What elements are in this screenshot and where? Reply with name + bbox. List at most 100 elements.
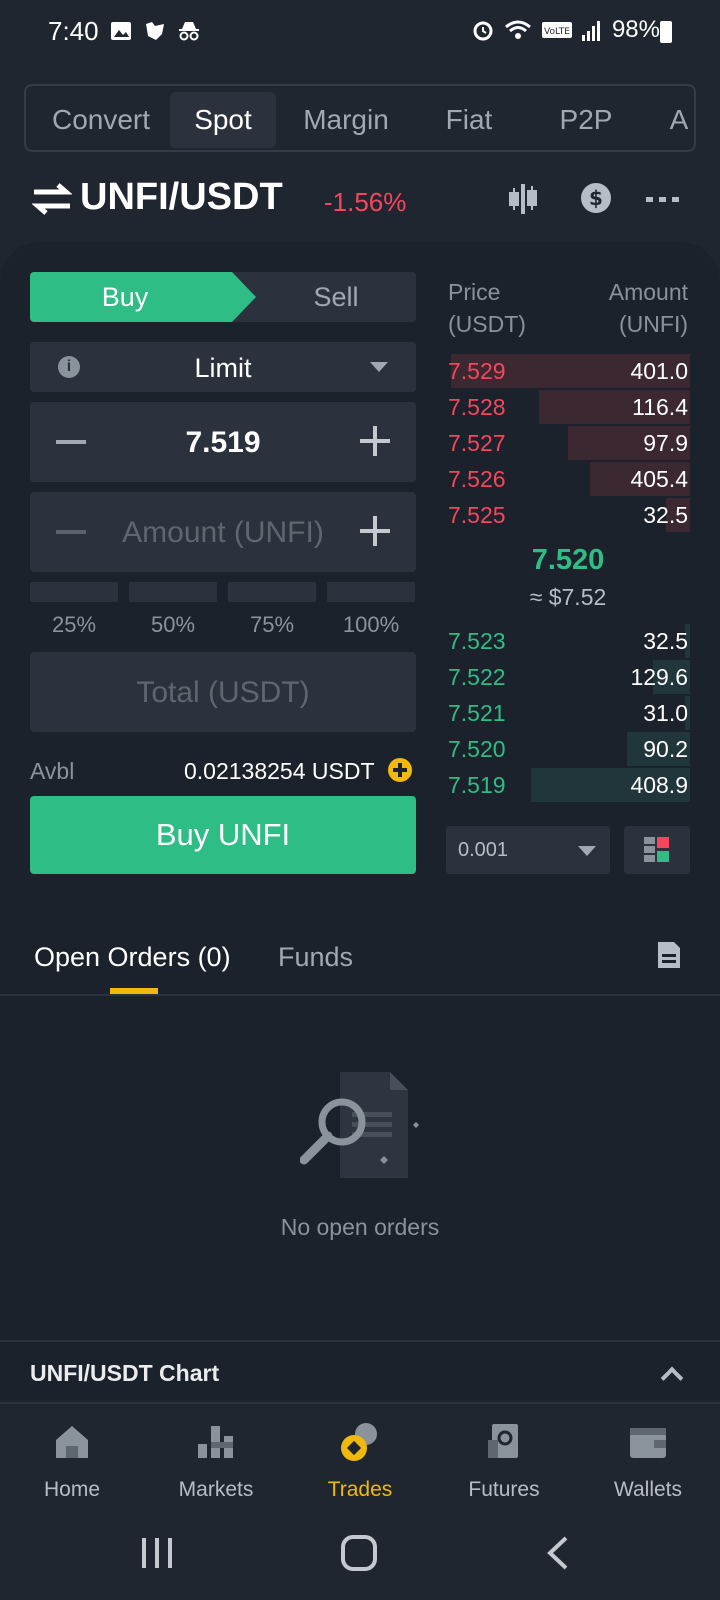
- bid-row[interactable]: 7.521 31.0: [446, 696, 690, 730]
- order-type-select[interactable]: i Limit: [30, 342, 416, 392]
- percent-label-25[interactable]: 25%: [51, 612, 97, 637]
- ask-row[interactable]: 7.526 405.4: [446, 462, 690, 496]
- chevron-down-icon: [578, 846, 596, 856]
- price-input[interactable]: 7.519: [185, 426, 261, 459]
- home-button-icon[interactable]: [340, 1534, 378, 1572]
- total-field[interactable]: Total (USDT): [30, 652, 416, 732]
- available-label: Avbl: [30, 758, 75, 784]
- gallery-icon: [111, 22, 131, 40]
- decrease-price-button[interactable]: [56, 440, 86, 444]
- ask-price: 7.527: [448, 430, 506, 456]
- percent-label-100[interactable]: 100%: [342, 612, 400, 637]
- bid-row[interactable]: 7.523 32.5: [446, 624, 690, 658]
- signal-icon: [581, 21, 600, 41]
- nav-trades[interactable]: Trades: [288, 1404, 432, 1516]
- recent-apps-icon[interactable]: [140, 1536, 174, 1570]
- nav-home[interactable]: Home: [0, 1404, 144, 1516]
- percent-label-75[interactable]: 75%: [249, 612, 295, 637]
- more-options-icon[interactable]: [646, 182, 680, 216]
- orderbook-amount-header: Amount (UNFI): [608, 279, 688, 337]
- percent-segment-75[interactable]: [228, 582, 316, 602]
- active-tab-indicator: [110, 988, 158, 994]
- ask-row[interactable]: 7.528 116.4: [446, 390, 690, 424]
- markets-icon: [198, 1426, 233, 1458]
- nav-markets[interactable]: Markets: [144, 1404, 288, 1516]
- buy-submit-button[interactable]: Buy UNFI: [30, 796, 416, 874]
- nav-label: Home: [43, 1478, 101, 1501]
- bid-row[interactable]: 7.519 408.9: [446, 768, 690, 802]
- back-icon[interactable]: [546, 1536, 570, 1570]
- ask-price: 7.526: [448, 466, 506, 492]
- precision-value: 0.001: [458, 839, 509, 861]
- battery-icon: [660, 21, 672, 43]
- tab-fiat[interactable]: Fiat: [445, 104, 493, 135]
- bid-amount: 31.0: [643, 700, 688, 726]
- bid-amount: 129.6: [630, 664, 688, 690]
- nav-futures[interactable]: Futures: [432, 1404, 576, 1516]
- tab-margin[interactable]: Margin: [303, 104, 389, 135]
- incognito-icon: [179, 22, 199, 41]
- pair-name[interactable]: UNFI/USDT: [80, 176, 283, 218]
- ask-row[interactable]: 7.529 401.0: [446, 354, 690, 388]
- ask-amount: 116.4: [632, 394, 688, 420]
- orderbook-price-header: Price (USDT): [448, 279, 526, 337]
- amount-input[interactable]: Amount (UNFI): [122, 516, 324, 549]
- amount-stepper[interactable]: Amount (UNFI): [30, 492, 416, 572]
- ask-row[interactable]: 7.527 97.9: [446, 426, 690, 460]
- percent-label-50[interactable]: 50%: [150, 612, 196, 637]
- tab-p2p[interactable]: P2P: [559, 104, 613, 135]
- ask-amount: 32.5: [643, 502, 688, 528]
- tab-more[interactable]: A: [669, 104, 689, 135]
- alarm-icon: [473, 21, 493, 41]
- no-orders-illustration-icon: [300, 1072, 419, 1178]
- orderbook-layout-button[interactable]: [624, 826, 690, 874]
- total-input[interactable]: Total (USDT): [136, 676, 310, 709]
- order-history-icon[interactable]: [656, 940, 682, 970]
- candlestick-chart-icon[interactable]: [506, 182, 540, 216]
- available-balance: 0.02138254 USDT: [184, 758, 375, 784]
- percent-segment-100[interactable]: [327, 582, 415, 602]
- swap-pair-icon[interactable]: [32, 182, 72, 216]
- bid-row[interactable]: 7.520 90.2: [446, 732, 690, 766]
- price-stepper[interactable]: 7.519: [30, 402, 416, 482]
- buy-tab[interactable]: Buy: [30, 272, 256, 322]
- ask-amount: 97.9: [643, 430, 688, 456]
- tab-spot[interactable]: Spot: [170, 92, 276, 148]
- tab-open-orders[interactable]: Open Orders (0): [34, 942, 231, 972]
- last-price: 7.520: [531, 544, 605, 576]
- divider: [0, 1340, 720, 1342]
- system-nav-bar: [0, 1514, 720, 1600]
- percent-segment-25[interactable]: [30, 582, 118, 602]
- nav-wallets[interactable]: Wallets: [576, 1404, 720, 1516]
- dollar-icon[interactable]: $: [580, 182, 612, 214]
- empty-state-text: No open orders: [280, 1214, 440, 1240]
- order-type-label: Limit: [194, 353, 252, 383]
- tab-convert[interactable]: Convert: [51, 104, 151, 135]
- chevron-down-icon: [370, 362, 388, 372]
- wallets-icon: [630, 1428, 666, 1458]
- trade-type-tabs: Convert Spot Margin Fiat P2P A: [24, 84, 696, 152]
- status-bar: 7:40 VoLTE 98%: [0, 0, 720, 66]
- info-icon[interactable]: i: [58, 356, 80, 378]
- futures-icon: [488, 1424, 518, 1458]
- bid-price: 7.520: [448, 736, 506, 762]
- pair-change: -1.56%: [324, 187, 407, 217]
- bottom-nav: Home Markets Trades Futures Wallets: [0, 1402, 720, 1514]
- bid-price: 7.521: [448, 700, 506, 726]
- decrease-amount-button[interactable]: [56, 530, 86, 534]
- bid-row[interactable]: 7.522 129.6: [446, 660, 690, 694]
- increase-price-button[interactable]: [360, 426, 390, 456]
- bid-amount: 408.9: [630, 772, 688, 798]
- add-funds-icon[interactable]: [388, 758, 412, 782]
- precision-select[interactable]: 0.001: [446, 826, 610, 874]
- bid-price: 7.519: [448, 772, 506, 798]
- trades-icon: [341, 1423, 377, 1461]
- bid-amount: 90.2: [643, 736, 688, 762]
- ask-price: 7.529: [448, 358, 506, 384]
- sell-tab[interactable]: Sell: [313, 282, 359, 312]
- percent-segment-50[interactable]: [129, 582, 217, 602]
- chart-section-title[interactable]: UNFI/USDT Chart: [30, 1360, 220, 1386]
- increase-amount-button[interactable]: [360, 516, 390, 546]
- ask-row[interactable]: 7.525 32.5: [446, 498, 690, 532]
- tab-funds[interactable]: Funds: [278, 942, 354, 972]
